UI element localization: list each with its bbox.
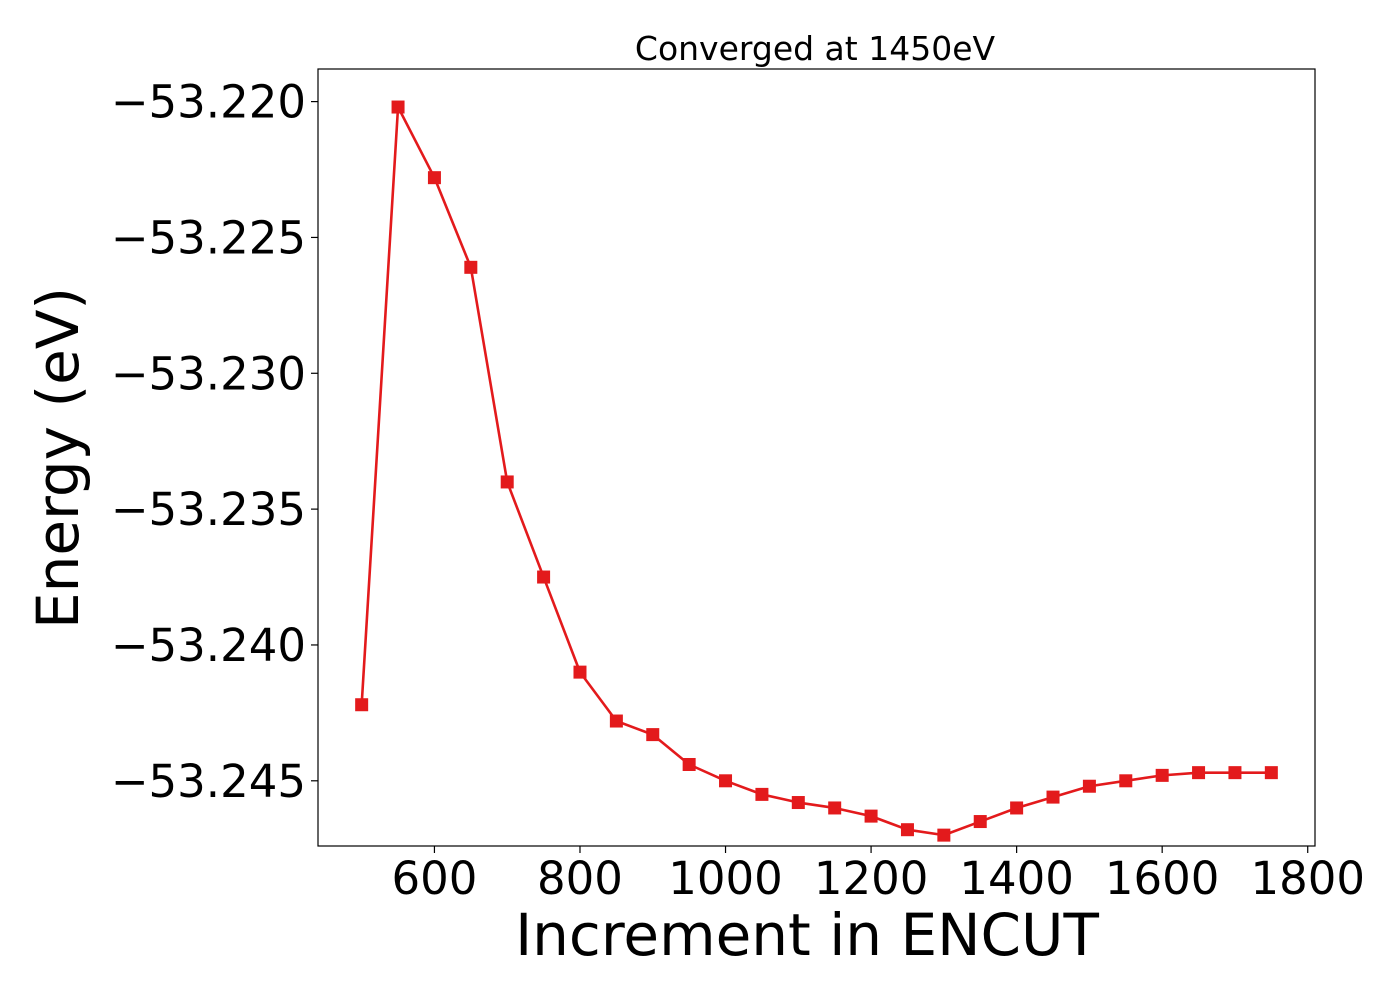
data-point xyxy=(791,796,805,810)
data-point xyxy=(937,828,951,842)
x-tick-label: 1400 xyxy=(959,852,1074,905)
data-point xyxy=(537,570,551,584)
y-tick-label: −53.235 xyxy=(111,483,306,536)
y-tick-label: −53.230 xyxy=(111,347,306,400)
y-tick-label: −53.245 xyxy=(111,755,306,808)
x-tick-label: 1000 xyxy=(668,852,783,905)
data-point xyxy=(1228,766,1242,780)
data-point xyxy=(573,665,587,679)
series-line xyxy=(360,105,1272,837)
plot-area xyxy=(355,100,1278,842)
data-point xyxy=(355,698,369,712)
x-tick-label: 1200 xyxy=(814,852,929,905)
data-point xyxy=(646,728,660,742)
data-point xyxy=(1046,790,1060,804)
data-point xyxy=(719,774,733,788)
data-point xyxy=(755,787,769,801)
x-tick-label: 1600 xyxy=(1105,852,1220,905)
data-point xyxy=(500,475,514,489)
chart-title: Converged at 1450eV xyxy=(635,29,996,68)
data-point xyxy=(1082,779,1096,793)
data-point xyxy=(828,801,842,815)
data-point xyxy=(464,260,478,274)
y-tick-label: −53.220 xyxy=(111,76,306,129)
y-axis: −53.220 −53.225 −53.230 −53.235 −53.240 −53.2… xyxy=(111,76,318,808)
y-axis-label: Energy (eV) xyxy=(24,287,92,629)
data-point xyxy=(900,823,914,837)
x-axis-label: Increment in ENCUT xyxy=(515,901,1099,969)
data-point xyxy=(1192,766,1206,780)
data-point xyxy=(1155,768,1169,782)
data-point xyxy=(1010,801,1024,815)
data-point xyxy=(864,809,878,823)
x-axis: 600 800 1000 1200 1400 1600 1800 xyxy=(391,846,1365,905)
data-point xyxy=(427,171,441,185)
plot-frame xyxy=(317,68,1316,847)
data-point xyxy=(1264,766,1278,780)
data-point xyxy=(1119,774,1133,788)
y-tick-label: −53.225 xyxy=(111,211,306,264)
data-point xyxy=(609,714,623,728)
x-tick-label: 1800 xyxy=(1250,852,1365,905)
x-tick-label: 800 xyxy=(537,852,623,905)
y-tick-label: −53.240 xyxy=(111,619,306,672)
data-point xyxy=(391,100,405,114)
data-point xyxy=(682,757,696,771)
data-point xyxy=(973,815,987,829)
x-tick-label: 600 xyxy=(391,852,477,905)
